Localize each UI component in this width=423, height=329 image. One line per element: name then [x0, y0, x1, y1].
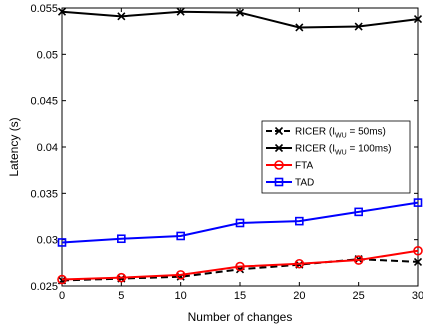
- legend-marker: [274, 126, 284, 136]
- legend-marker: [274, 143, 284, 153]
- data-point: [353, 255, 364, 265]
- series-line: [61, 201, 419, 244]
- data-point: [176, 7, 185, 16]
- y-axis-label: Latency (s): [7, 117, 21, 176]
- data-point: [116, 272, 127, 283]
- legend-item: RICER (IWU = 100ms): [266, 144, 391, 157]
- data-point: [235, 218, 245, 228]
- data-point: [235, 261, 245, 272]
- data-point: [176, 231, 185, 241]
- x-tick-label: 0: [59, 290, 65, 302]
- data-point: [413, 15, 423, 24]
- legend-label: FTA: [295, 161, 313, 172]
- x-tick-label: 15: [234, 290, 246, 302]
- data-point: [235, 8, 245, 17]
- x-axis-ticks: 0 5 10 15 20 25 30: [59, 8, 423, 302]
- series-1: [57, 7, 423, 32]
- data-point: [295, 216, 304, 226]
- data-point: [175, 270, 186, 280]
- legend-item: TAD: [266, 178, 314, 189]
- y-tick-label: 0.045: [30, 96, 58, 108]
- data-point: [57, 238, 67, 247]
- data-point: [117, 234, 126, 244]
- legend-item: RICER (IWU = 50ms): [266, 127, 386, 140]
- y-axis-ticks: 0.025 0.03 0.035 0.04 0.045 0.05 0.055: [30, 3, 418, 293]
- data-point: [354, 207, 363, 217]
- data-point: [413, 245, 423, 256]
- x-tick-label: 5: [118, 290, 124, 302]
- data-point: [413, 257, 423, 266]
- legend-label: TAD: [295, 178, 314, 189]
- legend: RICER (IWU = 50ms) RICER (IWU = 100ms) FTA…: [261, 120, 411, 194]
- legend-item: FTA: [266, 160, 313, 172]
- x-axis-label: Number of changes: [188, 310, 293, 324]
- legend-label: RICER (IWU = 100ms): [295, 144, 391, 157]
- series-layer: [57, 7, 423, 285]
- x-tick-label: 10: [175, 290, 187, 302]
- legend-label: RICER (IWU = 50ms): [295, 127, 386, 140]
- series-2: [57, 245, 423, 285]
- series-line: [61, 249, 419, 281]
- data-point: [354, 22, 363, 31]
- y-tick-label: 0.05: [37, 49, 58, 61]
- series-3: [57, 198, 423, 247]
- data-point: [295, 23, 304, 32]
- y-tick-label: 0.025: [30, 281, 58, 293]
- data-point: [57, 274, 67, 285]
- y-tick-label: 0.055: [30, 3, 58, 15]
- data-point: [413, 198, 423, 207]
- y-tick-label: 0.035: [30, 188, 58, 200]
- data-point: [117, 12, 126, 21]
- x-tick-label: 20: [293, 290, 305, 302]
- legend-marker: [274, 177, 284, 187]
- y-tick-label: 0.03: [37, 235, 58, 247]
- data-point: [57, 7, 67, 16]
- legend-marker: [274, 160, 284, 170]
- x-tick-label: 30: [412, 290, 423, 302]
- data-point: [294, 258, 305, 269]
- x-tick-label: 25: [353, 290, 365, 302]
- y-tick-label: 0.04: [37, 142, 58, 154]
